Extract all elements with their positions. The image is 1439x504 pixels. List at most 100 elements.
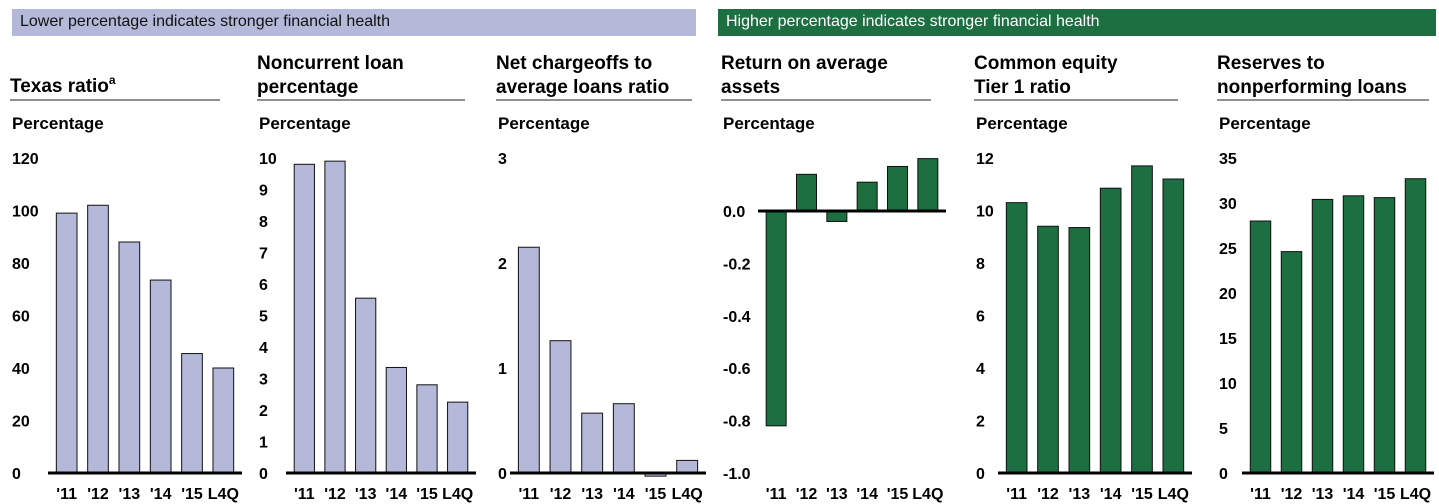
y-axis-label: Percentage [976,114,1068,133]
y-axis-label: Percentage [723,114,815,133]
x-tick-label: '14 [613,486,635,503]
y-tick-label: 6 [976,309,985,326]
banner-lower-is-better: Lower percentage indicates stronger fina… [12,9,696,36]
y-tick-label: -0.8 [723,414,751,431]
x-tick-label: L4Q [442,486,473,503]
y-tick-label: 0 [976,466,985,483]
bar [676,459,699,474]
y-tick-label: 0 [1219,466,1228,483]
y-tick-label: 60 [12,309,30,326]
y-tick-label: 40 [12,361,30,378]
x-tick-label: '13 [1312,486,1334,503]
y-tick-label: -1.0 [723,466,751,483]
bar [87,204,109,474]
chart-panel-5: Common equity Tier 1 ratio Percentage 0 2 4 6 8… [974,53,1192,503]
x-tick-label: '11 [56,486,77,503]
chart-title: Texas ratioa [10,73,116,97]
y-tick-label: 4 [976,361,985,378]
x-tick-label: '12 [1281,486,1303,503]
y-tick-label: 20 [12,414,30,431]
chart-title: percentage [257,77,358,98]
x-tick-label: '13 [1069,486,1091,503]
y-tick-label: 5 [259,309,268,326]
y-tick-label: 20 [1219,286,1237,303]
x-tick-label: '13 [581,486,603,503]
x-tick-label: '12 [796,486,818,503]
x-tick-label: '13 [355,486,377,503]
bar [118,241,141,474]
y-tick-label: 0 [12,466,21,483]
bar [324,160,346,474]
y-axis-label: Percentage [498,114,590,133]
bar [355,297,377,474]
y-tick-label: 35 [1219,151,1237,168]
bar [385,366,407,474]
bar [549,340,572,474]
chart-title: Net chargeoffs to [496,53,652,74]
y-tick-label: 2 [498,256,507,273]
y-tick-label: 10 [976,204,994,221]
bar [517,246,540,474]
bar [1249,220,1272,474]
bar [1373,197,1396,474]
y-axis-label: Percentage [259,114,351,133]
chart-title: Return on average [721,53,888,74]
x-tick-label: '15 [887,486,909,503]
x-tick-label: L4Q [672,486,703,503]
bar [612,403,635,474]
bar [1311,198,1334,474]
bar [1131,165,1153,474]
bar [416,384,438,474]
bar [1099,187,1122,474]
y-tick-label: 12 [976,151,994,168]
y-tick-label: 80 [12,256,30,273]
y-axis-label: Percentage [1219,114,1311,133]
y-tick-label: 4 [259,340,268,357]
y-tick-label: 0.0 [723,204,745,221]
bar [1005,202,1028,474]
y-tick-label: 5 [1219,421,1228,438]
y-tick-label: 120 [12,151,39,168]
x-tick-label: L4Q [912,486,943,503]
x-tick-label: '12 [550,486,572,503]
x-tick-label: '14 [1100,486,1122,503]
y-tick-label: 3 [259,372,268,389]
chart-panel-1: Texas ratioa Percentage 0 20 40 60 80 100 120 '11… [10,73,242,503]
bar [1037,225,1059,474]
bar [1342,195,1365,474]
bar [917,158,939,212]
x-tick-label: '11 [1250,486,1271,503]
chart-title: Common equity [974,53,1118,74]
y-axis-label: Percentage [12,114,104,133]
y-tick-label: 0 [498,466,507,483]
y-tick-label: 1 [259,435,268,452]
x-tick-label: '14 [386,486,408,503]
bar [149,279,172,474]
bar [181,353,203,474]
x-tick-label: '11 [766,486,787,503]
chart-panel-2: Noncurrent loan percentage Percentage 0 1 2 3 4… [257,53,476,503]
chart-title: Reserves to [1217,53,1325,74]
x-tick-label: L4Q [208,486,239,503]
x-tick-label: '11 [518,486,539,503]
bar [795,173,818,212]
y-tick-label: 30 [1219,196,1237,213]
y-tick-label: 8 [976,256,985,273]
y-tick-label: 0 [259,466,268,483]
bar [1280,251,1303,474]
bar [581,412,604,474]
y-tick-label: 10 [259,151,277,168]
x-tick-label: L4Q [1400,486,1431,503]
bar [765,210,787,427]
y-tick-label: 10 [1219,376,1237,393]
bar [826,210,848,222]
y-tick-label: 2 [976,414,985,431]
bar [856,181,878,212]
x-tick-label: '12 [1037,486,1059,503]
x-tick-label: '14 [1343,486,1365,503]
chart-title: Noncurrent loan [257,53,404,74]
chart-title: nonperforming loans [1217,77,1407,98]
y-tick-label: 15 [1219,331,1237,348]
title-superscript: a [109,73,116,87]
chart-panel-6: Reserves to nonperforming loans Percentage… [1217,53,1434,503]
